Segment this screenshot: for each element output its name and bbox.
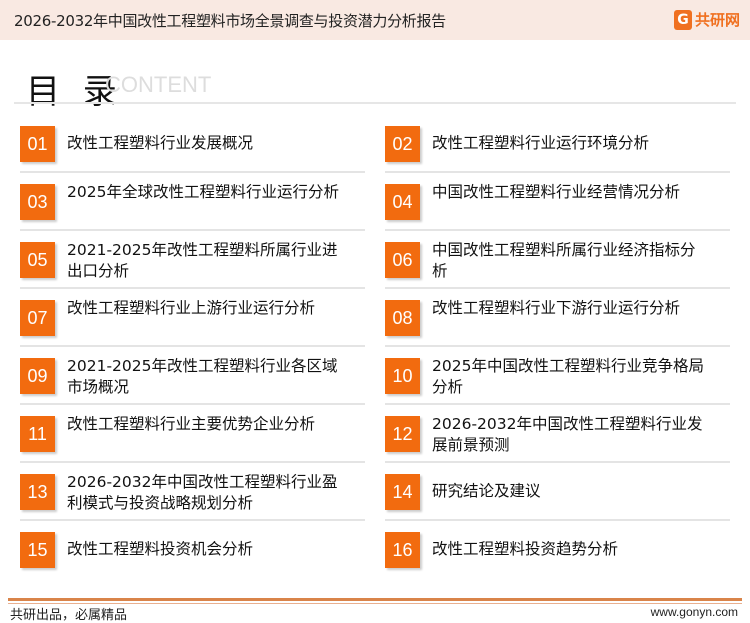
toc-item[interactable]: 07 改性工程塑料行业上游行业运行分析	[20, 299, 365, 347]
toc-item[interactable]: 14 研究结论及建议	[385, 474, 730, 521]
toc-item-number: 06	[385, 242, 420, 278]
toc-item[interactable]: 12 2026-2032年中国改性工程塑料行业发展前景预测	[385, 415, 730, 463]
toc-item-label: 改性工程塑料行业上游行业运行分析	[67, 299, 316, 317]
toc-item[interactable]: 13 2026-2032年中国改性工程塑料行业盈利模式与投资战略规划分析	[20, 473, 365, 521]
toc-item-label: 2025年中国改性工程塑料行业竞争格局分析	[432, 357, 704, 396]
toc-item[interactable]: 05 2021-2025年改性工程塑料所属行业进出口分析	[20, 241, 365, 289]
report-title: 2026-2032年中国改性工程塑料市场全景调查与投资潜力分析报告	[14, 12, 446, 30]
toc-item[interactable]: 11 改性工程塑料行业主要优势企业分析	[20, 415, 365, 463]
toc-item-label: 2025年全球改性工程塑料行业运行分析	[67, 183, 339, 201]
toc-item-number: 13	[20, 474, 55, 510]
item-divider	[385, 229, 730, 231]
footer-divider-thin	[8, 603, 742, 604]
toc-item-number: 02	[385, 126, 420, 162]
toc-item[interactable]: 04 中国改性工程塑料行业经营情况分析	[385, 183, 730, 231]
toc-item-label: 改性工程塑料行业下游行业运行分析	[432, 299, 681, 317]
toc-item-label: 中国改性工程塑料行业经营情况分析	[432, 183, 681, 201]
toc-item-number: 07	[20, 300, 55, 336]
toc-item[interactable]: 03 2025年全球改性工程塑料行业运行分析	[20, 183, 365, 231]
toc-item-number: 15	[20, 532, 55, 568]
toc-item-label: 2026-2032年中国改性工程塑料行业盈利模式与投资战略规划分析	[67, 473, 338, 512]
item-divider	[385, 171, 730, 173]
item-divider	[20, 345, 365, 347]
toc-item-label: 改性工程塑料行业运行环境分析	[432, 134, 650, 152]
toc-item-label: 改性工程塑料行业主要优势企业分析	[67, 415, 316, 433]
toc-item-label: 改性工程塑料投资趋势分析	[432, 540, 619, 558]
toc-item-label: 改性工程塑料行业发展概况	[67, 134, 254, 152]
toc-title: 目 录	[26, 72, 123, 112]
toc-item-label: 改性工程塑料投资机会分析	[67, 540, 254, 558]
toc-item-number: 14	[385, 474, 420, 510]
toc-item-number: 10	[385, 358, 420, 394]
footer-slogan: 共研出品，必属精品	[10, 608, 128, 623]
item-divider	[385, 345, 730, 347]
item-divider	[20, 519, 365, 521]
toc-item-number: 08	[385, 300, 420, 336]
toc-item-number: 09	[20, 358, 55, 394]
footer-divider	[8, 598, 742, 601]
toc-item[interactable]: 08 改性工程塑料行业下游行业运行分析	[385, 299, 730, 347]
toc-item[interactable]: 06 中国改性工程塑料所属行业经济指标分析	[385, 241, 730, 289]
toc-item[interactable]: 02 改性工程塑料行业运行环境分析	[385, 126, 730, 173]
toc-item-number: 16	[385, 532, 420, 568]
logo-text: 共研网	[694, 11, 740, 29]
logo-icon: G	[673, 9, 692, 30]
toc-item-number: 12	[385, 416, 420, 452]
toc-item-number: 05	[20, 242, 55, 278]
toc-item[interactable]: 01 改性工程塑料行业发展概况	[20, 126, 365, 173]
item-divider	[20, 171, 365, 173]
divider	[14, 102, 736, 104]
toc-item-number: 01	[20, 126, 55, 162]
toc-item[interactable]: 16 改性工程塑料投资趋势分析	[385, 532, 730, 578]
toc-item-label: 2021-2025年改性工程塑料所属行业进出口分析	[67, 241, 338, 280]
item-divider	[385, 519, 730, 521]
item-divider	[20, 287, 365, 289]
toc-subtitle: CONTENT	[105, 72, 212, 97]
item-divider	[20, 229, 365, 231]
header-bar: 2026-2032年中国改性工程塑料市场全景调查与投资潜力分析报告 G 共研网	[0, 0, 750, 40]
item-divider	[385, 403, 730, 405]
toc-item-label: 研究结论及建议	[432, 482, 541, 500]
toc-item[interactable]: 10 2025年中国改性工程塑料行业竞争格局分析	[385, 357, 730, 405]
item-divider	[385, 461, 730, 463]
toc-item-label: 2021-2025年改性工程塑料行业各区域市场概况	[67, 357, 338, 396]
toc-item-number: 03	[20, 184, 55, 220]
item-divider	[385, 287, 730, 289]
toc-item-label: 中国改性工程塑料所属行业经济指标分析	[432, 241, 696, 280]
toc-item[interactable]: 09 2021-2025年改性工程塑料行业各区域市场概况	[20, 357, 365, 405]
toc-item-number: 04	[385, 184, 420, 220]
item-divider	[20, 403, 365, 405]
toc-item-number: 11	[20, 416, 55, 452]
logo: G 共研网	[673, 9, 740, 30]
item-divider	[20, 461, 365, 463]
footer-website: www.gonyn.com	[650, 605, 738, 619]
toc-item[interactable]: 15 改性工程塑料投资机会分析	[20, 532, 365, 578]
toc-item-label: 2026-2032年中国改性工程塑料行业发展前景预测	[432, 415, 703, 454]
